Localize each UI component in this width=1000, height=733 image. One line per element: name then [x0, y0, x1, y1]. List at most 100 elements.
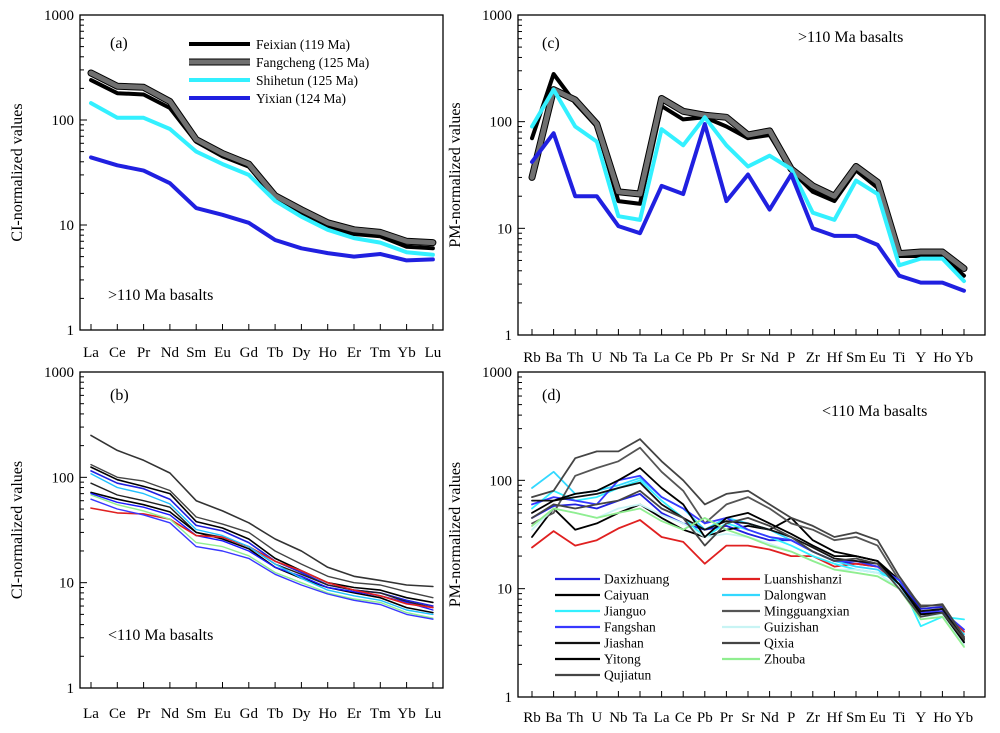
panel-label: (c) [542, 35, 560, 52]
legend-entry: Caiyuan [604, 588, 649, 603]
x-tick-label: Rb [523, 350, 541, 366]
x-tick-label: Pr [720, 710, 733, 726]
x-tick-label: Ba [545, 350, 562, 366]
y-axis-label: PM-normalized values [447, 462, 464, 607]
panel-label: (d) [542, 387, 561, 404]
x-tick-label: P [787, 710, 795, 726]
panel-b: 1 10 100 1000 La Ce Pr Nd Sm Eu Gd Tb Dy Ho Er Tm Yb Lu CI… [9, 365, 444, 722]
y-tick-label: 1 [505, 690, 513, 706]
x-tick-label: Th [567, 350, 584, 366]
legend-entry: Shihetun (125 Ma) [256, 73, 358, 88]
x-tick-label: Tb [267, 345, 284, 361]
x-tick-label: Tm [370, 706, 391, 722]
series-line-11 [90, 498, 434, 620]
series-line-fangcheng-125-ma [88, 70, 436, 246]
panel-label: (a) [110, 35, 128, 52]
x-tick-label: Er [347, 706, 361, 722]
panel-c: 1 10 100 1000 Rb Ba Th U Nb Ta La Ce Pb Pr Sr Nd P Zr Hf Sm… [447, 8, 986, 366]
x-tick-label: Nd [760, 710, 779, 726]
legend-entry: Jiashan [604, 636, 644, 651]
plot-frame [79, 14, 444, 331]
x-tick-label: Tm [370, 345, 391, 361]
legend-entry: Dalongwan [764, 588, 826, 603]
x-tick-label: Nd [760, 350, 779, 366]
series-line-qujiatun [531, 489, 965, 641]
plot-frame [517, 14, 986, 336]
y-tick-label: 100 [490, 473, 513, 489]
series-line-5 [90, 482, 434, 609]
x-tick-label: Ta [633, 710, 648, 726]
legend-entry: Qixia [764, 636, 794, 651]
x-tick-label: Sm [186, 345, 206, 361]
y-tick-label: 10 [59, 218, 74, 234]
panel-label: (b) [110, 387, 129, 404]
x-tick-label: Er [347, 345, 361, 361]
x-tick-label: Pr [720, 350, 733, 366]
series-line-4 [90, 466, 434, 604]
x-tick-label: Pr [137, 345, 150, 361]
x-tick-label: Eu [214, 345, 231, 361]
x-tick-label: Ba [545, 710, 562, 726]
series-line-yitong [531, 467, 965, 644]
x-tick-label: Hf [826, 350, 842, 366]
series-line-2 [529, 87, 967, 271]
x-tick-label: Tb [267, 706, 284, 722]
y-tick-label: 1 [67, 323, 75, 339]
x-tick-label: Nd [161, 706, 180, 722]
series-line-8 [90, 507, 434, 609]
legend-entry: Jianguo [604, 604, 646, 619]
x-tick-label: Sr [741, 350, 754, 366]
x-tick-label: Gd [240, 345, 259, 361]
series-line-6 [90, 491, 434, 614]
series-line-zhouba [531, 507, 965, 648]
x-tick-label: La [83, 345, 99, 361]
series-line-shihetun-125-ma [89, 101, 435, 257]
x-tick-label: Dy [292, 706, 311, 722]
series-line-caiyuan [531, 503, 965, 639]
plot-frame [517, 371, 986, 698]
series-line-jiashan [531, 481, 965, 641]
x-tick-label: Eu [214, 706, 231, 722]
y-tick-label: 100 [490, 115, 513, 131]
x-tick-label: Dy [292, 345, 311, 361]
x-tick-label: Zr [806, 710, 820, 726]
legend-entry: Qujiatun [604, 668, 651, 683]
y-tick-label: 1000 [44, 365, 74, 381]
series-line-9 [90, 473, 434, 616]
x-tick-label: La [654, 710, 670, 726]
x-tick-label: Nb [609, 710, 627, 726]
series-outline [528, 86, 968, 272]
x-tick-label: Ce [109, 706, 126, 722]
x-tick-label: Nb [609, 350, 627, 366]
x-tick-label: Zr [806, 350, 820, 366]
x-tick-label: Ce [675, 350, 692, 366]
x-tick-label: Ti [893, 710, 906, 726]
plot-frame [79, 371, 444, 689]
legend-entry: Feixian (119 Ma) [256, 37, 350, 52]
x-tick-label: Hf [826, 710, 842, 726]
x-tick-label: Th [567, 710, 584, 726]
y-tick-label: 10 [497, 221, 512, 237]
legend-entry: Yitong [604, 652, 641, 667]
y-tick-label: 100 [52, 113, 75, 129]
x-tick-label: Y [915, 710, 926, 726]
x-tick-label: Eu [869, 350, 886, 366]
x-tick-label: Yb [955, 710, 973, 726]
x-tick-label: Pr [137, 706, 150, 722]
x-tick-label: P [787, 350, 795, 366]
x-tick-label: Ho [319, 706, 337, 722]
x-tick-label: Ti [893, 350, 906, 366]
x-tick-label: La [83, 706, 99, 722]
series-line-2 [90, 463, 434, 599]
y-tick-label: 1000 [44, 8, 74, 24]
series-line-mingguangxian [531, 446, 965, 642]
series-line-3 [530, 87, 966, 284]
x-tick-label: Gd [240, 706, 259, 722]
x-tick-label: Rb [523, 710, 541, 726]
series-line-qixia [531, 438, 965, 638]
y-tick-label: 10 [59, 576, 74, 592]
x-tick-label: Lu [425, 345, 442, 361]
x-tick-label: Nd [161, 345, 180, 361]
x-tick-label: Ho [933, 350, 951, 366]
y-tick-label: 10 [497, 582, 512, 598]
